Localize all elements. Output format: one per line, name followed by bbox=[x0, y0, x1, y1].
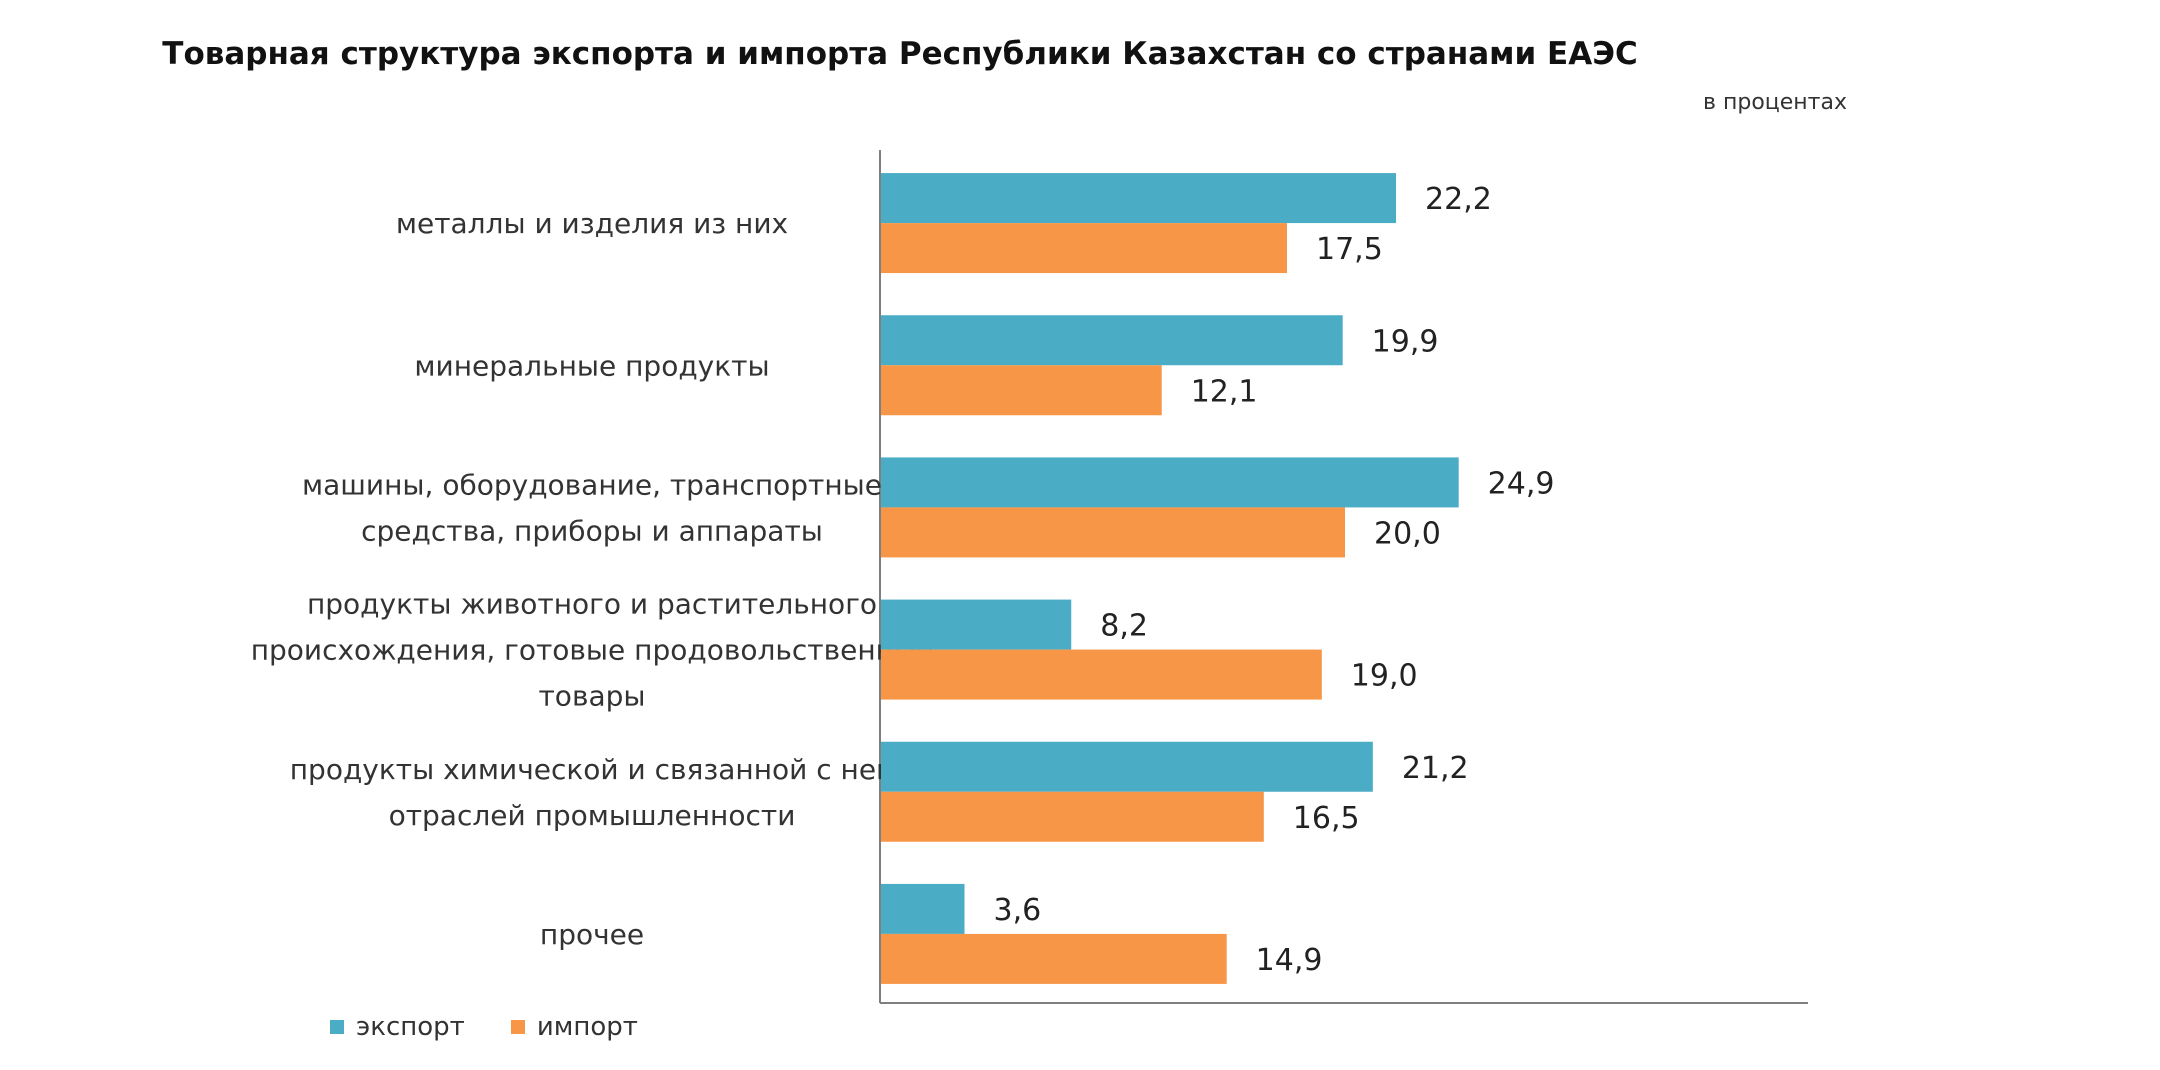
legend-swatch-import bbox=[510, 1020, 525, 1034]
data-label-import: 14,9 bbox=[1256, 943, 1323, 978]
category-label-line: происхождения, готовые продовольственные bbox=[251, 634, 934, 667]
category-label-line: продукты химической и связанной с ней bbox=[290, 753, 895, 786]
data-label-import: 12,1 bbox=[1191, 374, 1258, 409]
bar-export bbox=[881, 173, 1397, 224]
data-label-import: 17,5 bbox=[1316, 232, 1383, 267]
bar-import bbox=[881, 791, 1264, 842]
category-label-line: металлы и изделия из них bbox=[396, 207, 788, 240]
bar-import bbox=[881, 933, 1227, 984]
bar-import bbox=[881, 507, 1345, 558]
chart-subtitle: в процентах bbox=[1703, 90, 1847, 115]
bar-import bbox=[881, 649, 1322, 700]
data-label-export: 3,6 bbox=[994, 893, 1042, 928]
data-label-export: 21,2 bbox=[1402, 751, 1469, 786]
data-label-import: 20,0 bbox=[1374, 516, 1441, 551]
category-label: продукты химической и связанной с ней отр… bbox=[290, 753, 895, 832]
bar-export bbox=[881, 457, 1459, 508]
bar-export bbox=[881, 741, 1373, 792]
legend-item-import: импорт bbox=[510, 1012, 638, 1042]
category-label-line: отраслей промышленности bbox=[389, 799, 796, 832]
legend-label-export: экспорт bbox=[356, 1012, 465, 1042]
bar-import bbox=[881, 365, 1162, 416]
category-label: машины, оборудование, транспортные средст… bbox=[302, 468, 882, 547]
category-label: минеральные продукты bbox=[414, 349, 769, 382]
bar-export bbox=[881, 315, 1343, 366]
bar-export bbox=[881, 599, 1072, 650]
category-label-line: прочее bbox=[540, 918, 644, 951]
chart-title: Товарная структура экспорта и импорта Ре… bbox=[162, 36, 1638, 72]
data-label-export: 8,2 bbox=[1100, 609, 1148, 644]
data-label-export: 19,9 bbox=[1372, 324, 1439, 359]
bar-import bbox=[881, 223, 1287, 274]
category-label: металлы и изделия из них bbox=[396, 207, 788, 240]
legend: экспорт импорт bbox=[330, 1012, 638, 1042]
category-label-line: товары bbox=[539, 680, 646, 713]
category-label-line: продукты животного и растительного bbox=[307, 588, 877, 621]
data-label-export: 24,9 bbox=[1488, 466, 1555, 501]
bar-export bbox=[881, 883, 965, 934]
category-label-line: машины, оборудование, транспортные bbox=[302, 468, 882, 501]
category-label: прочее bbox=[540, 918, 644, 951]
category-label: продукты животного и растительного происх… bbox=[251, 588, 934, 713]
legend-item-export: экспорт bbox=[330, 1012, 465, 1042]
legend-swatch-export bbox=[330, 1020, 344, 1034]
category-label-line: минеральные продукты bbox=[414, 349, 769, 382]
legend-label-import: импорт bbox=[536, 1012, 638, 1042]
data-label-import: 19,0 bbox=[1351, 659, 1418, 694]
data-label-import: 16,5 bbox=[1293, 801, 1360, 836]
data-label-export: 22,2 bbox=[1425, 182, 1492, 217]
category-label-line: средства, приборы и аппараты bbox=[361, 514, 823, 547]
